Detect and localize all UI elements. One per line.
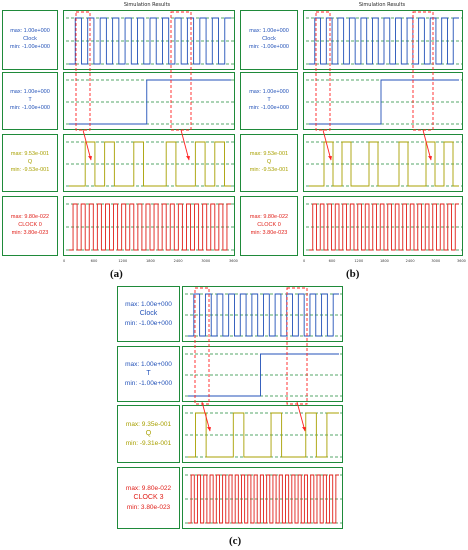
axis-tick-label: 0 bbox=[63, 259, 66, 263]
panel-a-signal-0-label-box: max: 1.00e+000 Clock min: -1.00e+000 bbox=[2, 10, 58, 70]
panel-b-title: Simulation Results bbox=[358, 2, 406, 8]
axis-tick-label: 3600 bbox=[457, 259, 466, 263]
waveform-svg bbox=[66, 203, 234, 251]
caption-a: (a) bbox=[110, 268, 123, 280]
signal-name-label: Clock bbox=[23, 36, 37, 43]
caption-b: (b) bbox=[346, 268, 360, 280]
signal-max-label: max: 9.80e-022 bbox=[249, 214, 289, 221]
signal-min-label: min: -9.53e-001 bbox=[10, 166, 50, 173]
signal-name-label: Q bbox=[145, 429, 152, 437]
axis-tick-label: 0 bbox=[303, 259, 306, 263]
waveform-svg bbox=[185, 293, 342, 337]
waveform-svg bbox=[185, 412, 342, 458]
panel-c-signal-2-waveform bbox=[182, 405, 343, 463]
panel-c-signal-1-waveform bbox=[182, 346, 343, 402]
waveform-svg bbox=[66, 141, 234, 187]
axis-tick-label: 600 bbox=[328, 259, 336, 263]
signal-min-label: min: -1.00e+000 bbox=[10, 43, 50, 50]
signal-max-label: max: 1.00e+000 bbox=[125, 300, 172, 308]
waveform-svg bbox=[185, 353, 342, 397]
signal-name-label: T bbox=[146, 369, 151, 377]
panel-a-signal-0-waveform bbox=[63, 10, 235, 70]
waveform-svg bbox=[66, 79, 234, 125]
signal-max-label: max: 1.00e+000 bbox=[10, 89, 50, 96]
waveform-svg bbox=[306, 17, 462, 65]
clock-0-trace bbox=[309, 203, 459, 251]
signal-max-label: max: 9.80e-022 bbox=[10, 214, 50, 221]
panel-c-signal-3-waveform bbox=[182, 467, 343, 529]
panel-a-signal-1-waveform bbox=[63, 72, 235, 130]
signal-max-label: max: 1.00e+000 bbox=[10, 28, 50, 35]
waveform-svg bbox=[306, 141, 462, 187]
panel-b-signal-3-label-box: max: 9.80e-022 CLOCK 0 min: 3.80e-023 bbox=[240, 196, 298, 256]
signal-name-label: Clock bbox=[262, 36, 276, 43]
panel-b-signal-2-waveform bbox=[303, 134, 463, 192]
signal-name-label: Q bbox=[27, 159, 33, 166]
clock-trace bbox=[188, 293, 339, 337]
panel-b-signal-0-waveform bbox=[303, 10, 463, 70]
signal-name-label: CLOCK 0 bbox=[257, 222, 281, 229]
axis-tick-label: 3600 bbox=[229, 259, 238, 263]
panel-b-signal-1-waveform bbox=[303, 72, 463, 130]
signal-max-label: max: 9.53e-001 bbox=[249, 151, 289, 158]
axis-tick-label: 3000 bbox=[201, 259, 211, 263]
signal-max-label: max: 9.35e-001 bbox=[125, 420, 172, 428]
panel-b-signal-3-waveform bbox=[303, 196, 463, 256]
clock-3-trace bbox=[188, 474, 339, 524]
signal-min-label: min: 3.80e-023 bbox=[250, 229, 288, 236]
axis-tick-label: 600 bbox=[90, 259, 98, 263]
signal-max-label: max: 1.00e+000 bbox=[249, 89, 289, 96]
signal-name-label: T bbox=[28, 97, 32, 104]
panel-a-signal-3-waveform bbox=[63, 196, 235, 256]
signal-name-label: Clock bbox=[139, 309, 158, 317]
panel-a-signal-3-label-box: max: 9.80e-022 CLOCK 0 min: 3.80e-023 bbox=[2, 196, 58, 256]
signal-name-label: Q bbox=[266, 159, 272, 166]
signal-min-label: min: 3.80e-023 bbox=[11, 229, 49, 236]
panel-a-signal-2-waveform bbox=[63, 134, 235, 192]
caption-c: (c) bbox=[229, 535, 242, 547]
clock-0-trace bbox=[69, 203, 231, 251]
signal-min-label: min: 3.80e-023 bbox=[126, 504, 171, 512]
q-trace bbox=[69, 141, 231, 187]
panel-c-signal-3-label-box: max: 9.80e-022 CLOCK 3 min: 3.80e-023 bbox=[117, 467, 180, 529]
axis-tick-label: 1800 bbox=[380, 259, 389, 263]
axis-tick-label: 1200 bbox=[118, 259, 128, 263]
clock-trace bbox=[69, 17, 231, 65]
q-trace bbox=[309, 141, 459, 187]
signal-name-label: CLOCK 0 bbox=[18, 222, 42, 229]
signal-name-label: T bbox=[267, 97, 271, 104]
axis-tick-label: 1800 bbox=[146, 259, 155, 263]
axis-tick-label: 3000 bbox=[431, 259, 441, 263]
signal-min-label: min: -9.31e-001 bbox=[125, 440, 172, 448]
panel-c-signal-0-label-box: max: 1.00e+000 Clock min: -1.00e+000 bbox=[117, 286, 180, 342]
signal-min-label: min: -1.00e+000 bbox=[249, 43, 289, 50]
signal-max-label: max: 1.00e+000 bbox=[125, 360, 172, 368]
panel-a-title: Simulation Results bbox=[123, 2, 171, 8]
signal-min-label: min: -1.00e+000 bbox=[124, 320, 173, 328]
signal-max-label: max: 1.00e+000 bbox=[249, 28, 289, 35]
panel-b-signal-0-label-box: max: 1.00e+000 Clock min: -1.00e+000 bbox=[240, 10, 298, 70]
waveform-svg bbox=[306, 203, 462, 251]
signal-min-label: min: -1.00e+000 bbox=[10, 104, 50, 111]
waveform-svg bbox=[185, 474, 342, 524]
signal-min-label: min: -1.00e+000 bbox=[249, 104, 289, 111]
waveform-svg bbox=[306, 79, 462, 125]
signal-max-label: max: 9.53e-001 bbox=[10, 151, 50, 158]
axis-tick-label: 2400 bbox=[173, 259, 183, 263]
panel-c-signal-0-waveform bbox=[182, 286, 343, 342]
axis-tick-label: 2400 bbox=[405, 259, 415, 263]
waveform-svg bbox=[66, 17, 234, 65]
signal-min-label: min: -9.53e-001 bbox=[249, 166, 289, 173]
signal-max-label: max: 9.80e-022 bbox=[125, 484, 172, 492]
signal-name-label: CLOCK 3 bbox=[133, 493, 164, 501]
signal-min-label: min: -1.00e+000 bbox=[124, 380, 173, 388]
axis-tick-label: 1200 bbox=[354, 259, 364, 263]
